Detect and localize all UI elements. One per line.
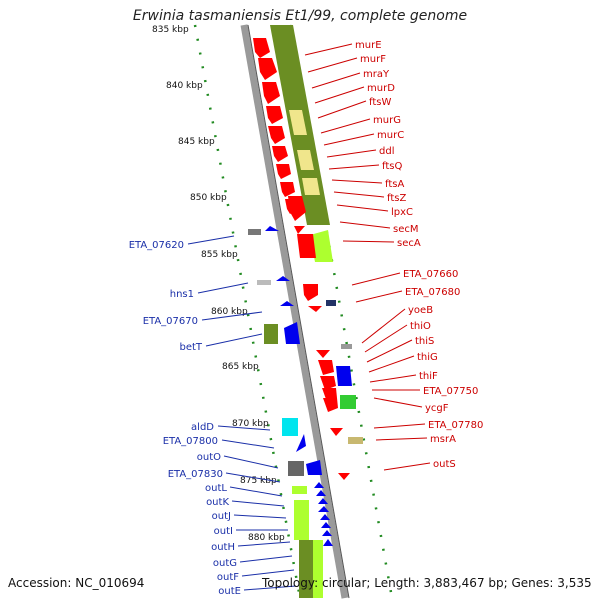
gene-label: thiF <box>419 371 438 382</box>
gene-label: aldD <box>191 422 214 433</box>
gene-label: ETA_07800 <box>163 436 218 447</box>
gene-eta07620 <box>248 229 261 235</box>
gene-label: murG <box>373 115 401 126</box>
gene-label: hns1 <box>170 289 194 300</box>
gene-outl <box>292 486 307 494</box>
gene-label: outE <box>218 586 241 597</box>
gene-label: outH <box>211 542 235 553</box>
gene-hns1 <box>257 280 271 285</box>
gene-label: ftsW <box>369 97 391 108</box>
gene-label: outI <box>214 526 233 537</box>
gene-label: betT <box>179 342 202 353</box>
kbp-label: 850 kbp <box>190 193 227 203</box>
gene-label: ycgF <box>425 403 449 414</box>
gene-label: outF <box>217 572 239 583</box>
kbp-label: 835 kbp <box>152 25 189 35</box>
gene-label: outS <box>433 459 456 470</box>
gene-outk-block <box>294 500 309 540</box>
kbp-label: 840 kbp <box>166 81 203 91</box>
gene-label: ETA_07680 <box>405 287 460 298</box>
gene-out-block <box>299 540 314 598</box>
kbp-label: 875 kbp <box>240 476 277 486</box>
kbp-label: 855 kbp <box>201 250 238 260</box>
gene-label: secA <box>397 238 421 249</box>
gene-label: outG <box>213 558 237 569</box>
gene-label: ETA_07620 <box>129 240 184 251</box>
kbp-label: 860 kbp <box>211 307 248 317</box>
gene-bett <box>264 324 278 344</box>
gene-label: ETA_07830 <box>168 469 223 480</box>
gene-label: outO <box>197 452 221 463</box>
lime-band-seca <box>310 230 333 262</box>
gene-label: ETA_07670 <box>143 316 198 327</box>
gene-label: thiO <box>410 321 431 332</box>
right-leader-lines <box>304 43 431 471</box>
gene-label: secM <box>393 224 419 235</box>
gene-label: ftsZ <box>387 193 406 204</box>
gene-label: msrA <box>430 434 456 445</box>
kbp-label: 870 kbp <box>232 419 269 429</box>
gene-outo <box>288 461 304 476</box>
gene-label: murC <box>377 130 404 141</box>
blue-gene-arrows <box>265 226 352 546</box>
pale-band-3 <box>302 178 320 195</box>
gene-label: ETA_07780 <box>428 420 483 431</box>
gene-label: murD <box>367 83 395 94</box>
map-title: Erwinia tasmaniensis Et1/99, complete ge… <box>132 8 468 24</box>
gene-aldd <box>282 418 298 436</box>
right-gene-labels: murE murF mraY murD ftsW murG murC ddl f… <box>355 40 483 470</box>
topology-label: Topology: circular; Length: 3,883,467 bp… <box>262 576 592 590</box>
genome-backbone <box>240 24 349 599</box>
gene-eta07680 <box>326 300 336 306</box>
gene-label: outJ <box>212 511 231 522</box>
red-gene-arrows <box>253 38 350 480</box>
pale-band-2 <box>297 150 314 170</box>
left-leader-lines <box>187 235 297 591</box>
kbp-label: 865 kbp <box>222 362 259 372</box>
gene-label: ETA_07660 <box>403 269 458 280</box>
gene-label: ftsQ <box>382 161 402 172</box>
gene-label: outK <box>206 497 229 508</box>
gene-label: ETA_07750 <box>423 386 478 397</box>
kbp-label: 880 kbp <box>248 533 285 543</box>
gene-label: thiS <box>415 336 434 347</box>
gene-label: ftsA <box>385 179 404 190</box>
gene-yoeb <box>341 344 352 349</box>
accession-label: Accession: NC_010694 <box>8 576 145 590</box>
pale-band-1 <box>289 110 307 135</box>
kbp-label: 845 kbp <box>178 137 215 147</box>
left-gene-labels: ETA_07620 hns1 ETA_07670 betT aldD ETA_0… <box>129 240 241 597</box>
gene-label: ddl <box>379 146 394 157</box>
gene-ycgf <box>340 395 356 409</box>
gene-label: thiG <box>417 352 438 363</box>
gene-label: murF <box>360 54 386 65</box>
gene-out-block-light <box>313 540 323 598</box>
gene-label: yoeB <box>408 305 433 316</box>
backbone-edge <box>247 24 350 599</box>
gene-label: mraY <box>363 69 390 80</box>
gene-label: lpxC <box>391 207 413 218</box>
gene-label: outL <box>205 483 227 494</box>
gene-msra <box>348 437 363 444</box>
gene-label: murE <box>355 40 382 51</box>
kbp-scale-labels: 835 kbp 840 kbp 845 kbp 850 kbp 855 kbp … <box>152 25 285 543</box>
